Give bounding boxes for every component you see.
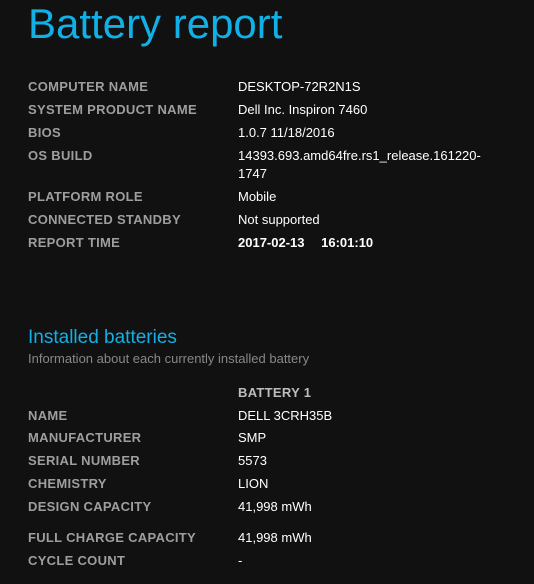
info-label: COMPUTER NAME xyxy=(28,76,238,99)
info-label: PLATFORM ROLE xyxy=(28,186,238,209)
info-value: 5573 xyxy=(238,450,506,473)
info-label: REPORT TIME xyxy=(28,232,238,255)
info-value: Not supported xyxy=(238,209,506,232)
info-value: - xyxy=(238,550,506,573)
info-label: CYCLE COUNT xyxy=(28,550,238,573)
info-value: Mobile xyxy=(238,186,506,209)
info-value: DESKTOP-72R2N1S xyxy=(238,76,506,99)
info-value: 14393.693.amd64fre.rs1_release.161220-17… xyxy=(238,145,506,187)
info-label: OS BUILD xyxy=(28,145,238,187)
info-label: SERIAL NUMBER xyxy=(28,450,238,473)
info-label: DESIGN CAPACITY xyxy=(28,496,238,519)
info-value: 1.0.7 11/18/2016 xyxy=(238,122,506,145)
page-title: Battery report xyxy=(28,0,506,76)
batteries-section-title: Installed batteries xyxy=(28,327,506,351)
battery-column-header: BATTERY 1 xyxy=(238,384,506,405)
info-value: LION xyxy=(238,473,506,496)
info-label: BIOS xyxy=(28,122,238,145)
info-value: 2017-02-13 16:01:10 xyxy=(238,232,506,255)
info-value: 41,998 mWh xyxy=(238,519,506,550)
batteries-section-subtitle: Information about each currently install… xyxy=(28,351,506,384)
info-label: FULL CHARGE CAPACITY xyxy=(28,519,238,550)
system-info-table: COMPUTER NAMEDESKTOP-72R2N1SSYSTEM PRODU… xyxy=(28,76,506,255)
info-value: DELL 3CRH35B xyxy=(238,405,506,428)
info-value: 41,998 mWh xyxy=(238,496,506,519)
info-label: CONNECTED STANDBY xyxy=(28,209,238,232)
info-label: SYSTEM PRODUCT NAME xyxy=(28,99,238,122)
info-value: Dell Inc. Inspiron 7460 xyxy=(238,99,506,122)
info-label: NAME xyxy=(28,405,238,428)
info-value: SMP xyxy=(238,427,506,450)
battery-table: BATTERY 1 NAMEDELL 3CRH35BMANUFACTURERSM… xyxy=(28,384,506,573)
info-label: CHEMISTRY xyxy=(28,473,238,496)
info-label: MANUFACTURER xyxy=(28,427,238,450)
